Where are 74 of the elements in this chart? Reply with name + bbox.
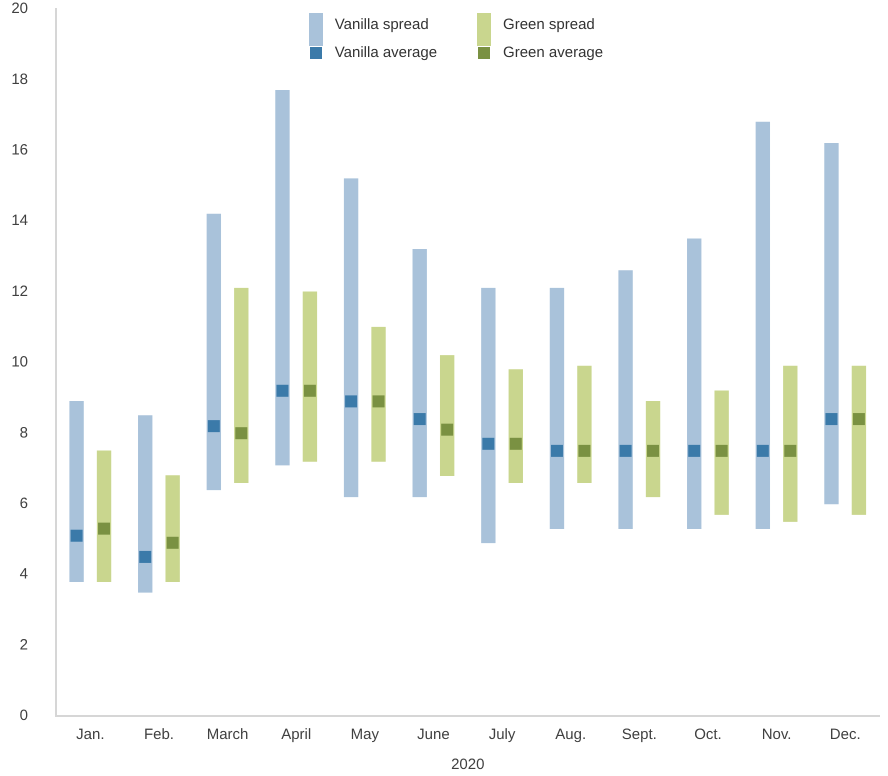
bar <box>96 450 112 582</box>
x-axis-title: 2020 <box>451 756 484 774</box>
point <box>70 530 83 542</box>
x-tick-label: March <box>206 726 248 744</box>
bar <box>412 249 427 498</box>
y-tick-label: 6 <box>20 495 28 512</box>
x-tick-label: April <box>281 726 312 744</box>
y-tick-label: 18 <box>11 70 28 88</box>
y-tick-label: 0 <box>20 707 28 724</box>
x-tick-label: Dec. <box>830 726 861 744</box>
point <box>345 395 358 408</box>
bar <box>783 366 798 522</box>
x-tick-label: June <box>417 726 450 744</box>
y-tick-label: 2 <box>20 636 28 654</box>
bar <box>824 143 839 504</box>
point <box>304 384 316 397</box>
point <box>414 413 426 426</box>
y-tick-label: 16 <box>11 142 28 159</box>
bar <box>440 355 454 476</box>
point <box>688 444 700 457</box>
x-tick-label: Nov. <box>762 726 792 744</box>
bar <box>687 238 702 529</box>
bar <box>234 288 248 484</box>
legend-label: Green average <box>503 43 604 63</box>
y-tick-label: 8 <box>20 424 28 442</box>
bar <box>138 415 152 593</box>
y-tick-label: 14 <box>11 212 28 230</box>
bar <box>302 291 318 462</box>
legend-label: Green spread <box>503 15 596 35</box>
y-tick-label: 12 <box>11 282 28 300</box>
x-tick-label: Jan. <box>76 726 104 744</box>
point <box>550 444 563 457</box>
bar <box>344 178 358 498</box>
bar <box>206 214 222 490</box>
point <box>98 522 110 535</box>
point <box>372 395 385 408</box>
point <box>208 420 220 432</box>
point <box>647 444 660 457</box>
y-tick-label: 20 <box>11 0 28 18</box>
x-tick-label: Feb. <box>144 726 174 744</box>
point <box>784 444 796 457</box>
bar <box>275 90 290 466</box>
point <box>620 444 632 457</box>
x-tick-label: May <box>350 726 380 744</box>
bar <box>756 122 770 529</box>
point <box>441 424 454 436</box>
point <box>756 444 769 457</box>
bar <box>577 366 592 484</box>
point <box>166 536 179 549</box>
bar <box>714 390 729 515</box>
point <box>852 413 865 426</box>
point <box>510 438 522 450</box>
y-tick-label: 4 <box>20 566 28 583</box>
x-tick-label: Oct. <box>694 726 722 744</box>
bar <box>852 366 866 515</box>
point <box>276 384 288 397</box>
bar <box>550 288 564 529</box>
x-tick-label: July <box>488 726 516 744</box>
legend-label: Vanilla spread <box>334 15 430 35</box>
y-tick-label: 10 <box>11 354 28 371</box>
point <box>716 444 728 457</box>
bar <box>69 401 84 582</box>
point <box>482 438 494 450</box>
legend-label: Vanilla average <box>334 43 438 63</box>
bar <box>618 270 633 529</box>
bar <box>371 326 386 462</box>
point <box>235 427 248 440</box>
point <box>578 444 590 457</box>
bar <box>481 288 496 544</box>
point <box>139 550 152 563</box>
x-tick-label: Sept. <box>622 726 657 744</box>
bar <box>508 369 523 484</box>
point <box>825 413 838 426</box>
x-tick-label: Aug. <box>555 726 586 744</box>
